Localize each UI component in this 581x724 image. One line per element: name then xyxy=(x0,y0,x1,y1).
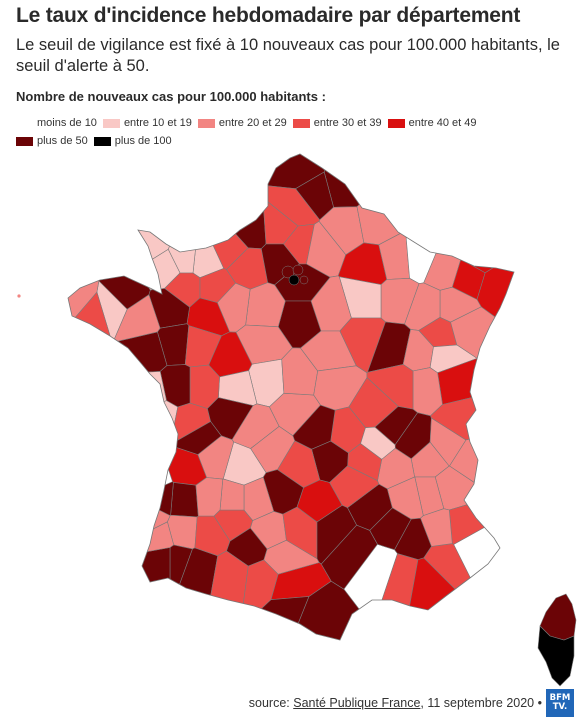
legend-swatch xyxy=(197,118,215,128)
department-region xyxy=(271,580,402,640)
legend-item-10-19: entre 10 et 19 xyxy=(102,117,192,129)
legend-swatch xyxy=(387,118,405,128)
map-title: Le taux d'incidence hebdomadaire par dép… xyxy=(16,4,521,27)
source-link[interactable]: Santé Publique France xyxy=(293,696,421,710)
legend-item-gt50: plus de 50 xyxy=(16,135,88,147)
legend-swatch xyxy=(16,136,33,146)
legend-swatch xyxy=(93,136,111,146)
legend-label: plus de 100 xyxy=(114,135,172,147)
legend-row-2: plus de 50 plus de 100 xyxy=(16,133,576,149)
paris-department xyxy=(288,274,300,286)
legend-row-1: moins de 10 entre 10 et 19 entre 20 et 2… xyxy=(16,115,576,131)
legend-label: entre 40 et 49 xyxy=(408,117,477,129)
source-prefix: source: xyxy=(248,696,294,710)
legend-item-30-39: entre 30 et 39 xyxy=(292,117,382,129)
legend-swatch xyxy=(102,118,120,128)
corsica-department xyxy=(537,625,575,687)
legend-label: entre 30 et 39 xyxy=(313,117,382,129)
paris-department xyxy=(292,264,304,276)
legend-label: entre 10 et 19 xyxy=(123,117,192,129)
source-suffix: , 11 septembre 2020 • xyxy=(420,696,542,710)
legend-item-40-49: entre 40 et 49 xyxy=(387,117,477,129)
france-map-svg xyxy=(0,148,581,688)
island-dot xyxy=(17,294,21,298)
department-region xyxy=(195,477,224,517)
legend-label: moins de 10 xyxy=(37,117,97,129)
legend: moins de 10 entre 10 et 19 entre 20 et 2… xyxy=(16,115,576,151)
corsica xyxy=(17,294,577,687)
legend-label: plus de 50 xyxy=(37,135,88,147)
department-region xyxy=(339,317,386,374)
legend-item-20-29: entre 20 et 29 xyxy=(197,117,287,129)
department-region xyxy=(394,517,432,560)
logo-text-1: BFM xyxy=(549,693,571,703)
legend-item-gt100: plus de 100 xyxy=(93,135,172,147)
department-region xyxy=(329,465,380,508)
department-region xyxy=(360,426,396,460)
legend-label: entre 20 et 29 xyxy=(218,117,287,129)
france-map xyxy=(0,148,581,688)
legend-swatch xyxy=(16,118,33,128)
legend-title: Nombre de nouveaux cas pour 100.000 habi… xyxy=(16,89,326,104)
legend-swatch xyxy=(292,118,310,128)
map-subtitle: Le seuil de vigilance est fixé à 10 nouv… xyxy=(16,36,560,75)
paris-inset xyxy=(281,264,309,286)
department-region xyxy=(112,294,161,343)
department-region xyxy=(170,482,199,518)
france-outline xyxy=(67,153,515,641)
bfmtv-logo: BFM TV. xyxy=(546,689,574,717)
department-region xyxy=(262,469,304,515)
logo-text-2: TV. xyxy=(552,702,568,712)
paris-department xyxy=(299,275,309,285)
legend-item-lt10: moins de 10 xyxy=(16,117,97,129)
source-line: source: Santé Publique France, 11 septem… xyxy=(249,696,542,710)
